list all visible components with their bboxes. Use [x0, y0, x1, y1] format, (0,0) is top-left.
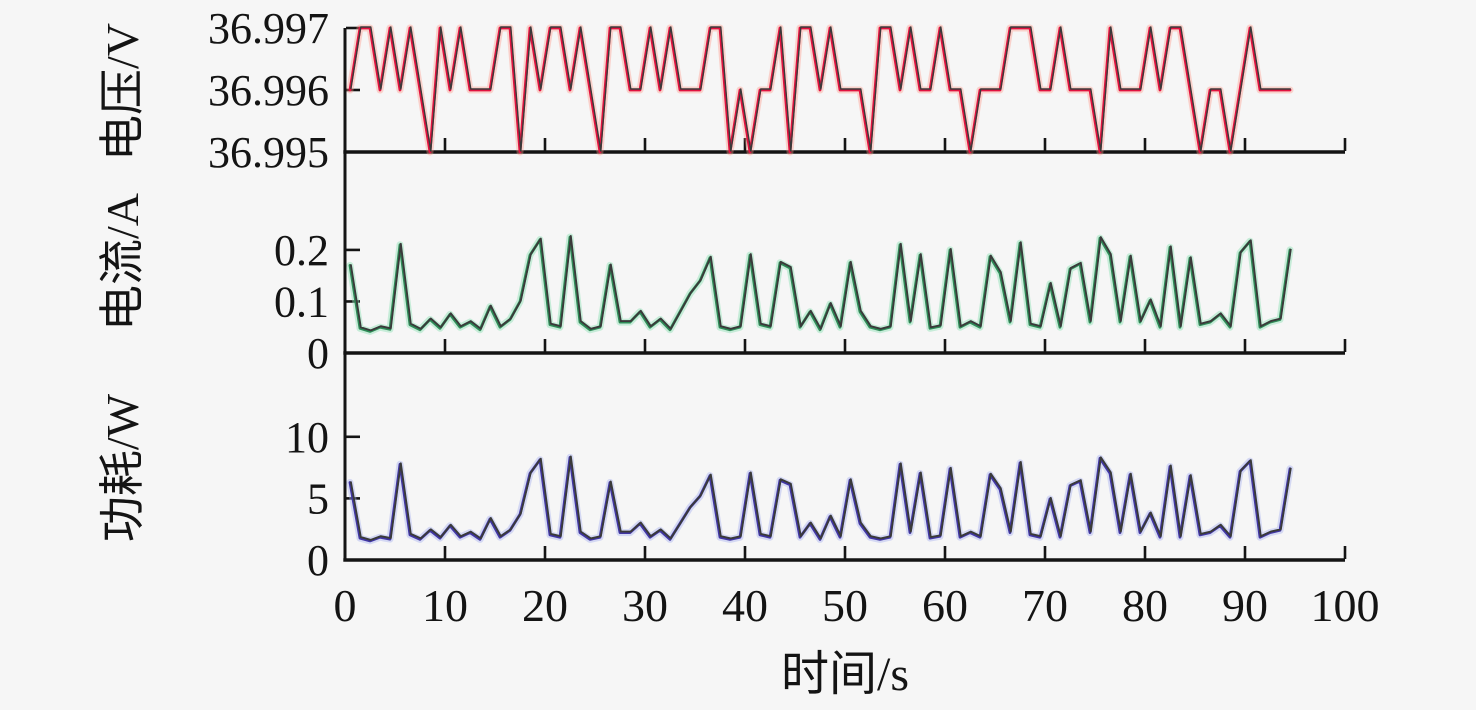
x-tick-label: 60 — [922, 580, 968, 631]
电压-line — [348, 26, 1292, 154]
y-axis-label-voltage: 电压/V — [97, 23, 148, 161]
y-tick-label: 0 — [307, 329, 329, 378]
y-tick-label: 0.1 — [274, 277, 329, 326]
功耗-core-line — [349, 455, 1292, 541]
电流-line — [348, 235, 1292, 333]
x-tick-label: 100 — [1311, 580, 1380, 631]
电流-halo — [346, 233, 1294, 335]
x-tick-label: 10 — [422, 580, 468, 631]
x-tick-label: 50 — [822, 580, 868, 631]
x-tick-label: 90 — [1222, 580, 1268, 631]
x-axis-label-time: 时间/s — [781, 648, 909, 701]
y-tick-label: 0.2 — [274, 226, 329, 275]
x-tick-label: 80 — [1122, 580, 1168, 631]
y-axis-label-current: 电流/A — [97, 193, 148, 331]
y-tick-label: 5 — [307, 474, 329, 523]
功耗-line — [348, 455, 1292, 543]
x-tick-label: 30 — [622, 580, 668, 631]
功耗-halo — [346, 453, 1294, 545]
电流-core-line — [349, 235, 1292, 332]
y-tick-label: 36.997 — [208, 4, 329, 53]
y-tick-label: 36.995 — [208, 128, 329, 177]
y-tick-label: 36.996 — [208, 66, 329, 115]
电压-core-line — [350, 26, 1291, 152]
x-tick-label: 40 — [722, 580, 768, 631]
x-tick-label: 0 — [334, 580, 357, 631]
y-tick-label: 0 — [307, 536, 329, 585]
y-axis-label-power: 功耗/W — [97, 393, 148, 542]
x-tick-label: 20 — [522, 580, 568, 631]
y-tick-label: 10 — [285, 413, 329, 462]
x-tick-label: 70 — [1022, 580, 1068, 631]
